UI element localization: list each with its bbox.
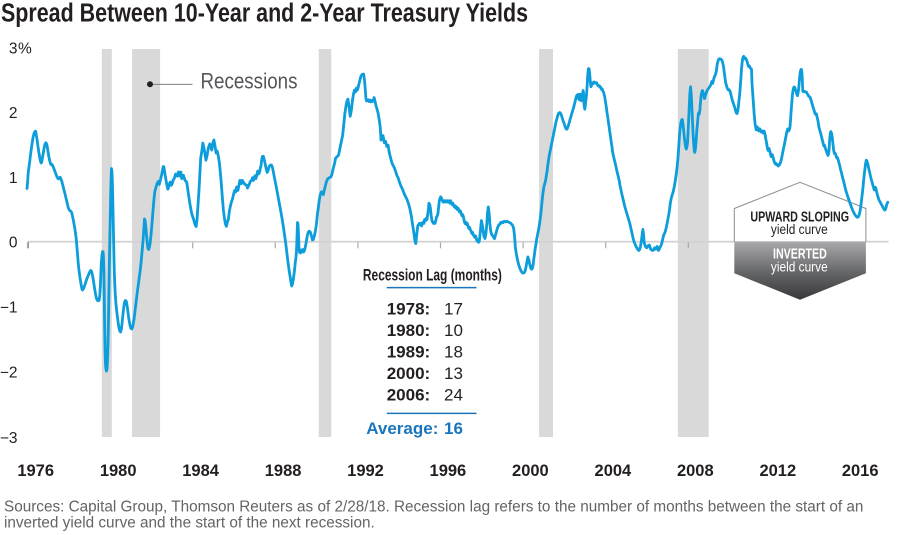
svg-text:16: 16 [444,419,463,438]
svg-text:13: 13 [444,364,463,383]
svg-text:2000:: 2000: [387,364,430,383]
svg-text:Sources: Capital Group, Thomso: Sources: Capital Group, Thomson Reuters … [4,498,863,515]
svg-text:2006:: 2006: [387,385,430,404]
svg-text:1996: 1996 [430,462,467,480]
svg-text:1980: 1980 [100,462,137,480]
svg-text:3: 3 [9,41,18,58]
svg-text:1976: 1976 [17,462,54,480]
svg-text:−2: −2 [0,365,18,382]
svg-text:−1: −1 [0,300,18,317]
svg-text:24: 24 [444,385,463,404]
svg-text:−3: −3 [0,430,18,447]
svg-text:0: 0 [9,234,18,251]
svg-text:1992: 1992 [347,462,384,480]
svg-text:yield curve: yield curve [771,222,828,237]
svg-text:1989:: 1989: [387,342,430,361]
svg-text:Recessions: Recessions [201,68,298,93]
svg-text:Spread Between 10-Year and 2-Y: Spread Between 10-Year and 2-Year Treasu… [1,0,528,27]
svg-text:1980:: 1980: [387,321,430,340]
svg-text:2016: 2016 [842,462,879,480]
svg-text:yield curve: yield curve [771,259,828,274]
svg-text:1984: 1984 [182,462,220,480]
svg-text:2000: 2000 [512,462,549,480]
svg-text:2012: 2012 [759,462,796,480]
svg-text:10: 10 [444,321,463,340]
svg-text:18: 18 [444,342,463,361]
svg-text:inverted yield curve and the s: inverted yield curve and the start of th… [4,515,375,532]
svg-text:1: 1 [9,170,18,187]
svg-text:INVERTED: INVERTED [773,247,827,263]
svg-text:UPWARD SLOPING: UPWARD SLOPING [750,209,849,225]
svg-text:Average:: Average: [366,419,438,438]
svg-text:%: % [18,41,32,58]
svg-text:2: 2 [9,105,18,122]
svg-text:1988: 1988 [265,462,302,480]
svg-text:17: 17 [444,299,463,318]
svg-text:1978:: 1978: [387,299,430,318]
svg-text:2008: 2008 [677,462,714,480]
svg-text:Recession Lag (months): Recession Lag (months) [363,266,502,284]
svg-text:2004: 2004 [595,462,633,480]
